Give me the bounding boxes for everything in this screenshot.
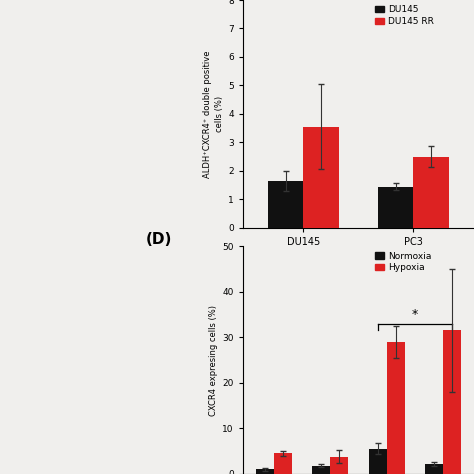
Legend: Normoxia, Hypoxia: Normoxia, Hypoxia: [374, 251, 432, 273]
Bar: [330, 456, 348, 474]
Bar: [312, 466, 330, 474]
Y-axis label: CXCR4 expresing cells (%): CXCR4 expresing cells (%): [209, 305, 218, 416]
Y-axis label: ALDH⁺CXCR4⁺ double positive
cells (%): ALDH⁺CXCR4⁺ double positive cells (%): [203, 50, 224, 178]
Bar: [369, 449, 387, 474]
Bar: [413, 157, 449, 228]
Bar: [274, 454, 292, 474]
Bar: [425, 464, 443, 474]
Bar: [387, 342, 405, 474]
Bar: [378, 187, 413, 228]
Text: (D): (D): [146, 232, 172, 247]
Bar: [443, 330, 461, 474]
Bar: [303, 127, 338, 228]
Text: *: *: [411, 308, 418, 321]
Bar: [268, 181, 303, 228]
Bar: [256, 469, 274, 474]
Legend: DU145, DU145 RR: DU145, DU145 RR: [374, 5, 435, 27]
